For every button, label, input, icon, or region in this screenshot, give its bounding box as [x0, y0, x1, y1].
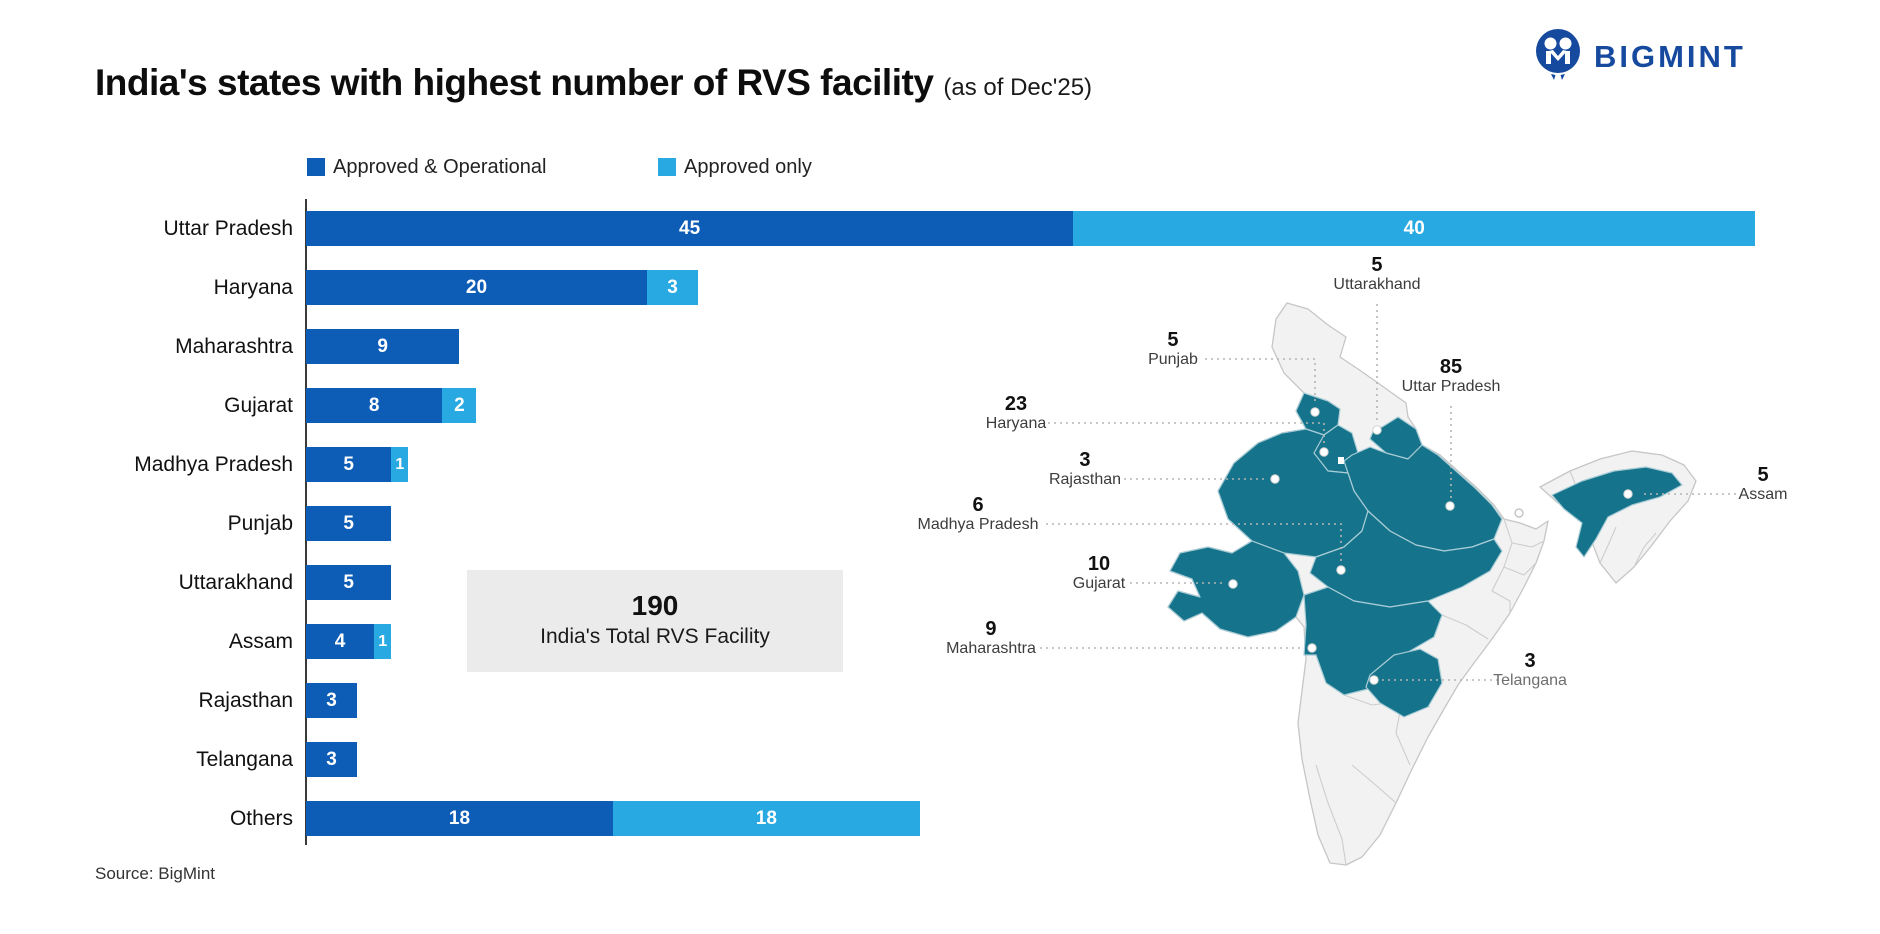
bar-segment-approved-only: 3 [647, 270, 699, 305]
map-label-state: Gujarat [1072, 575, 1126, 592]
category-label-telangana: Telangana [196, 748, 293, 771]
bar-segment-approved-only: 1 [374, 624, 392, 659]
category-label-madhya-pradesh: Madhya Pradesh [134, 453, 293, 476]
bar-segment-operational: 18 [306, 801, 613, 836]
category-label-haryana: Haryana [213, 276, 293, 299]
map-label-state: Rajasthan [1048, 471, 1122, 488]
legend-item-operational: Approved & Operational [307, 156, 546, 178]
map-label-uttarakhand: 5 Uttarakhand [1333, 255, 1420, 294]
bar-value-label: 5 [343, 512, 354, 534]
brand-logo: BIGMINT [1532, 28, 1746, 85]
bar-value-label: 40 [1403, 217, 1425, 239]
brand-name: BIGMINT [1594, 38, 1746, 74]
bar-segment-operational: 8 [306, 388, 443, 423]
total-annotation-box: 190 India's Total RVS Facility [467, 570, 843, 672]
map-label-value: 9 [985, 618, 997, 640]
bar-value-label: 2 [454, 394, 465, 416]
map-label-value: 5 [1757, 464, 1769, 486]
map-label-haryana: 23 Haryana [986, 394, 1046, 433]
map-label-state: Punjab [1148, 351, 1198, 368]
legend-swatch-dark-blue [307, 158, 325, 176]
bar-value-label: 1 [378, 632, 388, 650]
legend-label: Approved only [684, 155, 812, 178]
map-label-value: 10 [1087, 553, 1111, 575]
map-label-state: Uttarakhand [1333, 276, 1421, 293]
bar-segment-operational: 5 [306, 565, 392, 600]
map-label-state: Haryana [985, 415, 1047, 432]
map-label-value: 3 [1524, 650, 1536, 672]
bar-value-label: 20 [465, 276, 488, 298]
bar-segment-operational: 45 [306, 211, 1074, 246]
map-label-state: Assam [1738, 486, 1788, 503]
category-label-others: Others [229, 807, 293, 830]
map-label-up: 85 Uttar Pradesh [1402, 357, 1501, 396]
bar-value-label: 45 [679, 217, 701, 239]
map-state-assam [1551, 466, 1683, 558]
legend-item-approved-only: Approved only [658, 156, 812, 178]
map-label-value: 23 [1004, 393, 1028, 415]
map-label-state: Madhya Pradesh [917, 516, 1039, 533]
map-label-gujarat: 10 Gujarat [1073, 554, 1125, 593]
map-delhi-notch [1338, 457, 1344, 464]
map-label-punjab: 5 Punjab [1148, 330, 1198, 369]
map-label-rajasthan: 3 Rajasthan [1049, 450, 1121, 489]
category-label-rajasthan: Rajasthan [198, 689, 293, 712]
map-label-value: 5 [1167, 329, 1179, 351]
category-label-punjab: Punjab [227, 512, 293, 535]
category-label-uttarakhand: Uttarakhand [178, 571, 293, 594]
bar-segment-operational: 9 [306, 329, 460, 364]
bar-segment-operational: 4 [306, 624, 375, 659]
map-label-telangana: 3 Telangana [1493, 651, 1567, 690]
category-label-maharashtra: Maharashtra [175, 335, 293, 358]
bar-value-label: 4 [334, 630, 346, 652]
chart-title: India's states with highest number of RV… [95, 62, 934, 103]
bar-value-label: 18 [448, 807, 471, 829]
source-note: Source: BigMint [95, 864, 215, 883]
bar-segment-approved-only: 40 [1073, 211, 1756, 246]
map-state-telangana [1365, 648, 1443, 718]
map-label-state: Uttar Pradesh [1401, 378, 1501, 395]
chart-subtitle: (as of Dec'25) [943, 74, 1093, 101]
map-label-value: 85 [1439, 356, 1463, 378]
bar-segment-approved-only: 18 [612, 801, 920, 836]
map-label-mp: 6 Madhya Pradesh [918, 495, 1039, 534]
bar-value-label: 3 [326, 689, 337, 711]
map-label-maharashtra: 9 Maharashtra [946, 619, 1036, 658]
map-label-state: Telangana [1493, 672, 1567, 689]
map-label-value: 6 [972, 494, 984, 516]
bar-value-label: 3 [326, 748, 337, 770]
map-label-value: 3 [1079, 449, 1091, 471]
map-label-value: 5 [1371, 254, 1383, 276]
y-axis-line [305, 199, 307, 845]
legend-swatch-light-blue [658, 158, 676, 176]
map-label-assam: 5 Assam [1739, 465, 1788, 504]
bar-value-label: 1 [395, 455, 405, 473]
category-label-assam: Assam [228, 630, 293, 653]
category-label-gujarat: Gujarat [224, 394, 293, 417]
bar-value-label: 5 [343, 571, 354, 593]
legend-label: Approved & Operational [333, 155, 547, 178]
bigmint-logo-icon [1532, 28, 1584, 85]
bar-value-label: 3 [667, 276, 678, 298]
total-value: 190 [631, 590, 679, 621]
bar-value-label: 8 [368, 394, 380, 416]
category-label-uttar-pradesh: Uttar Pradesh [163, 217, 293, 240]
page-title: India's states with highest number of RV… [95, 62, 1092, 104]
bar-value-label: 9 [377, 335, 388, 357]
bar-value-label: 18 [755, 807, 777, 829]
total-caption: India's Total RVS Facility [540, 625, 770, 648]
bar-value-label: 5 [343, 453, 354, 475]
map-lake-ring [1514, 508, 1524, 518]
bar-segment-operational: 5 [306, 447, 392, 482]
bar-segment-operational: 3 [306, 683, 358, 718]
map-state-gujarat [1167, 540, 1305, 638]
bar-segment-operational: 5 [306, 506, 392, 541]
map-label-state: Maharashtra [946, 640, 1036, 657]
bar-segment-approved-only: 2 [442, 388, 477, 423]
bar-segment-operational: 20 [306, 270, 647, 305]
bar-segment-approved-only: 1 [391, 447, 409, 482]
bar-segment-operational: 3 [306, 742, 358, 777]
